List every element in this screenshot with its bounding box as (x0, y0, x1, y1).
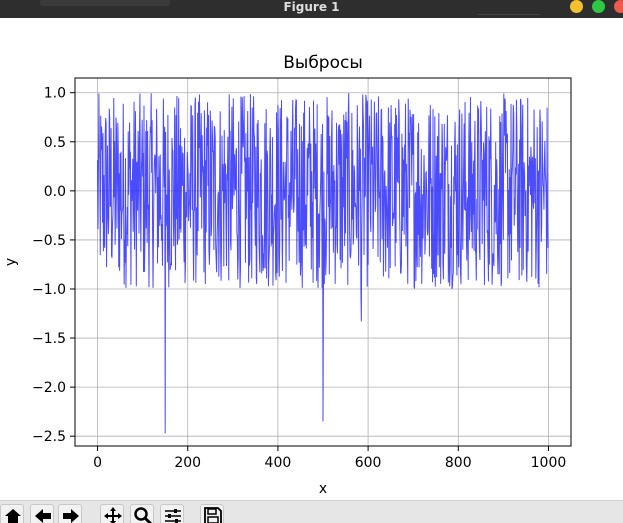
x-tick-label: 800 (445, 455, 472, 471)
zoom-button[interactable] (130, 504, 154, 523)
close-button[interactable] (614, 0, 623, 13)
y-tick-label: −2.5 (32, 429, 66, 445)
home-button[interactable] (0, 504, 24, 523)
save-icon (204, 507, 222, 523)
home-icon (5, 509, 21, 523)
configure-subplots-icon (165, 509, 181, 523)
background-window-ghost (40, 0, 170, 6)
x-tick-label: 400 (265, 455, 292, 471)
series-line (97, 93, 549, 434)
x-tick-label: 1000 (531, 455, 567, 471)
x-tick-label: 0 (93, 455, 102, 471)
x-tick-label: 200 (174, 455, 201, 471)
y-tick-label: 0.5 (44, 135, 66, 151)
y-tick-label: −1.5 (32, 331, 66, 347)
forward-arrow-icon (63, 509, 79, 523)
y-axis-ticks: 1.0 0.5 0.0 −0.5 −1.0 −1.5 −2.0 −2.5 (32, 86, 75, 445)
y-tick-label: −2.0 (32, 380, 66, 396)
back-button[interactable] (30, 504, 54, 523)
minimize-button[interactable] (570, 0, 583, 13)
maximize-button[interactable] (592, 0, 605, 13)
navigation-toolbar (0, 500, 623, 523)
pan-icon (104, 507, 122, 523)
save-button[interactable] (200, 504, 224, 523)
window-title: Figure 1 (283, 0, 340, 14)
chart-title: Выбросы (283, 53, 363, 73)
forward-button[interactable] (58, 504, 82, 523)
data-series (97, 93, 549, 434)
zoom-icon (134, 507, 153, 523)
y-tick-label: −1.0 (32, 282, 66, 298)
configure-subplots-button[interactable] (160, 504, 184, 523)
pan-button[interactable] (100, 504, 124, 523)
y-axis-label: y (3, 258, 19, 266)
axes-frame (74, 77, 572, 447)
background-window-ghost (478, 8, 540, 15)
y-tick-label: 1.0 (44, 86, 66, 102)
y-tick-label: 0.0 (44, 184, 66, 200)
x-tick-label: 600 (355, 455, 382, 471)
x-axis-ticks: 0 200 400 600 800 1000 (93, 446, 566, 471)
plot-canvas[interactable]: Выбросы 0 200 400 600 800 1000 1.0 0.5 0.0 −0.5 −… (0, 18, 623, 500)
back-arrow-icon (35, 509, 51, 523)
title-bar: Figure 1 (0, 0, 623, 18)
y-tick-label: −0.5 (32, 233, 66, 249)
x-axis-label: x (319, 481, 327, 497)
